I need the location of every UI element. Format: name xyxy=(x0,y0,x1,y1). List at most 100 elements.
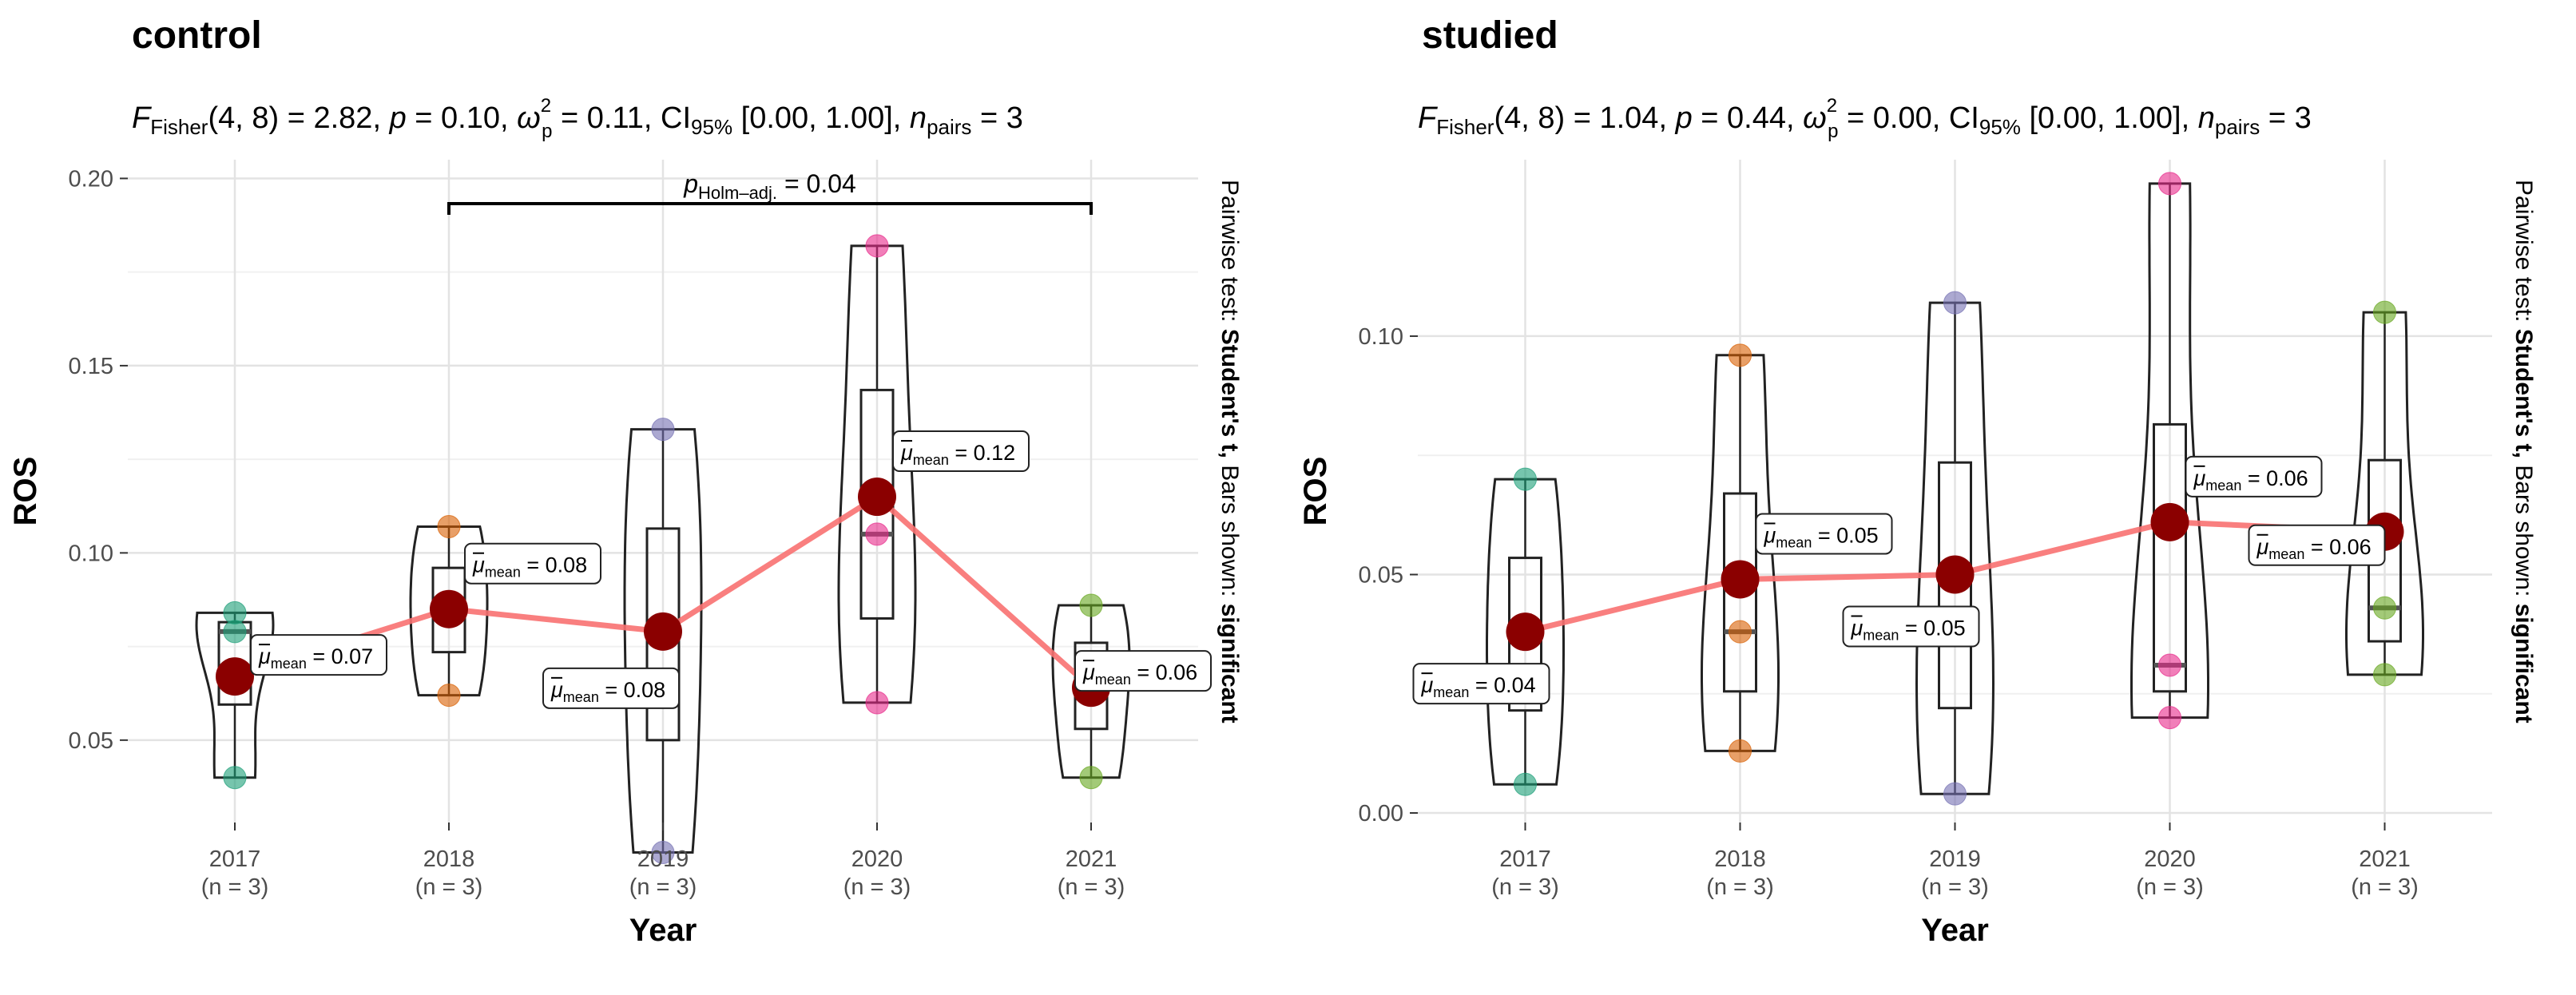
stat-sep: , xyxy=(893,101,910,135)
mean-value: 0.06 xyxy=(1156,660,1198,684)
stat-eq: = xyxy=(2260,101,2294,135)
stat-eq: = xyxy=(279,101,313,135)
violin-2017 xyxy=(195,611,275,779)
mean-value: 0.07 xyxy=(331,644,374,668)
mean-label-box xyxy=(250,634,387,676)
x-tick-n-label: (n = 3) xyxy=(1706,874,1774,900)
stat-omega-sub: p xyxy=(1828,121,1838,142)
x-tick-label: 2018 xyxy=(1714,846,1766,872)
pairwise-note: Pairwise test: Student's t, Bars shown: … xyxy=(2511,180,2537,723)
stat-omega-symbol: ω xyxy=(1803,101,1827,135)
mean-subscript: mean xyxy=(1095,672,1131,688)
mean-label-text: μmean = 0.04 xyxy=(1421,673,1536,700)
pairwise-note: Pairwise test: Student's t, Bars shown: … xyxy=(1217,180,1243,723)
mean-value: 0.08 xyxy=(624,678,666,702)
pairwise-shown: significant xyxy=(2511,604,2537,723)
stat-eq: = xyxy=(1565,101,1599,135)
data-point xyxy=(223,620,247,644)
x-tick-label: 2018 xyxy=(423,846,475,872)
stat-n-symbol: n xyxy=(2198,101,2215,135)
data-point xyxy=(1943,782,1967,806)
stat-n-symbol: n xyxy=(910,101,927,135)
data-point xyxy=(1729,343,1752,367)
significance-label: pHolm–adj. = 0.04 xyxy=(683,169,856,203)
mean-point xyxy=(1721,560,1760,599)
stat-f-symbol: F xyxy=(1418,101,1438,135)
pairwise-mid: Bars shown: xyxy=(2511,458,2537,604)
stat-sep: , xyxy=(372,101,389,135)
stat-omega-sup: 2 xyxy=(1827,95,1837,117)
mean-label: μmean = 0.06 xyxy=(2185,455,2323,498)
data-point xyxy=(437,515,461,539)
data-point xyxy=(2158,653,2181,677)
mean-symbol: μ xyxy=(900,441,913,465)
x-tick-label: 2020 xyxy=(2144,846,2196,872)
violin-2018 xyxy=(1701,354,1780,752)
data-point xyxy=(1079,766,1103,790)
mean-value: 0.12 xyxy=(974,441,1016,465)
panel-studied: studied FFisher(4, 8) = 1.04, p = 0.44, ω… xyxy=(1298,14,2537,948)
stat-ci-value: [0.00, 1.00] xyxy=(741,101,893,135)
mean-point xyxy=(2150,502,2189,541)
box-2020 xyxy=(2153,422,2187,693)
x-tick-label: 2021 xyxy=(2359,846,2411,872)
data-point xyxy=(2373,300,2396,324)
mean-label-text: μmean = 0.06 xyxy=(1082,660,1197,688)
violin-2018 xyxy=(409,525,489,697)
pairwise-mid: Bars shown: xyxy=(1217,458,1243,604)
mean-label: μmean = 0.07 xyxy=(250,634,387,676)
mean-label: μmean = 0.08 xyxy=(464,542,601,585)
mean-label: μmean = 0.08 xyxy=(542,667,680,709)
mean-value: 0.06 xyxy=(2266,466,2308,490)
stat-ci-symbol: , CI xyxy=(1932,101,1979,135)
mean-subscript: mean xyxy=(1433,684,1469,700)
mean-value: 0.08 xyxy=(546,553,588,577)
sig-eq: = xyxy=(777,169,806,198)
mean-eq: = xyxy=(2241,466,2266,490)
mean-subscript: mean xyxy=(1863,627,1899,643)
x-tick-label: 2017 xyxy=(209,846,261,872)
mean-subscript: mean xyxy=(485,565,521,581)
stat-sep: , xyxy=(2181,101,2198,135)
panel-control: control FFisher(4, 8) = 2.82, p = 0.10, ω… xyxy=(8,14,1243,948)
stat-f-symbol: F xyxy=(132,101,152,135)
stat-omega-sub: p xyxy=(542,121,552,142)
data-point xyxy=(1514,467,1537,491)
stat-ci-value: [0.00, 1.00] xyxy=(2029,101,2181,135)
data-point xyxy=(1729,620,1752,644)
mean-label-text: μmean = 0.05 xyxy=(1851,616,1966,643)
significance-bar xyxy=(447,202,1093,215)
mean-symbol: μ xyxy=(2256,535,2269,559)
x-tick-n-label: (n = 3) xyxy=(843,874,911,900)
stat-eq: = xyxy=(1693,101,1727,135)
x-axis-title: Year xyxy=(629,913,697,948)
mean-eq: = xyxy=(521,553,546,577)
x-tick-label: 2021 xyxy=(1066,846,1117,872)
mean-eq: = xyxy=(1899,616,1923,640)
pairwise-prefix: Pairwise test: xyxy=(2511,180,2537,329)
mean-symbol: μ xyxy=(1421,673,1434,697)
stats-subtitle: FFisher(4, 8) = 1.04, p = 0.44, ω2 p = 0.… xyxy=(1418,95,2312,142)
data-point xyxy=(865,691,889,715)
stat-f-value: 2.82 xyxy=(313,101,372,135)
y-tick-label: 0.00 xyxy=(1359,801,1403,827)
data-point xyxy=(865,522,889,546)
mean-point xyxy=(216,657,254,696)
mean-label-box xyxy=(464,542,601,585)
mean-label-box xyxy=(1074,650,1212,692)
mean-subscript: mean xyxy=(1776,534,1812,550)
mean-eq: = xyxy=(307,644,331,668)
mean-symbol: μ xyxy=(550,678,563,702)
mean-label: μmean = 0.05 xyxy=(1755,513,1893,555)
stat-n-subscript: pairs xyxy=(2215,115,2260,139)
data-point xyxy=(2373,663,2396,687)
mean-eq: = xyxy=(949,441,974,465)
stat-f-subscript: Fisher xyxy=(1436,115,1494,139)
stat-sep: , xyxy=(1786,101,1803,135)
data-point xyxy=(1514,772,1537,796)
data-point xyxy=(437,684,461,708)
mean-eq: = xyxy=(1131,660,1156,684)
mean-label-box xyxy=(2185,455,2323,498)
mean-symbol: μ xyxy=(258,644,271,668)
